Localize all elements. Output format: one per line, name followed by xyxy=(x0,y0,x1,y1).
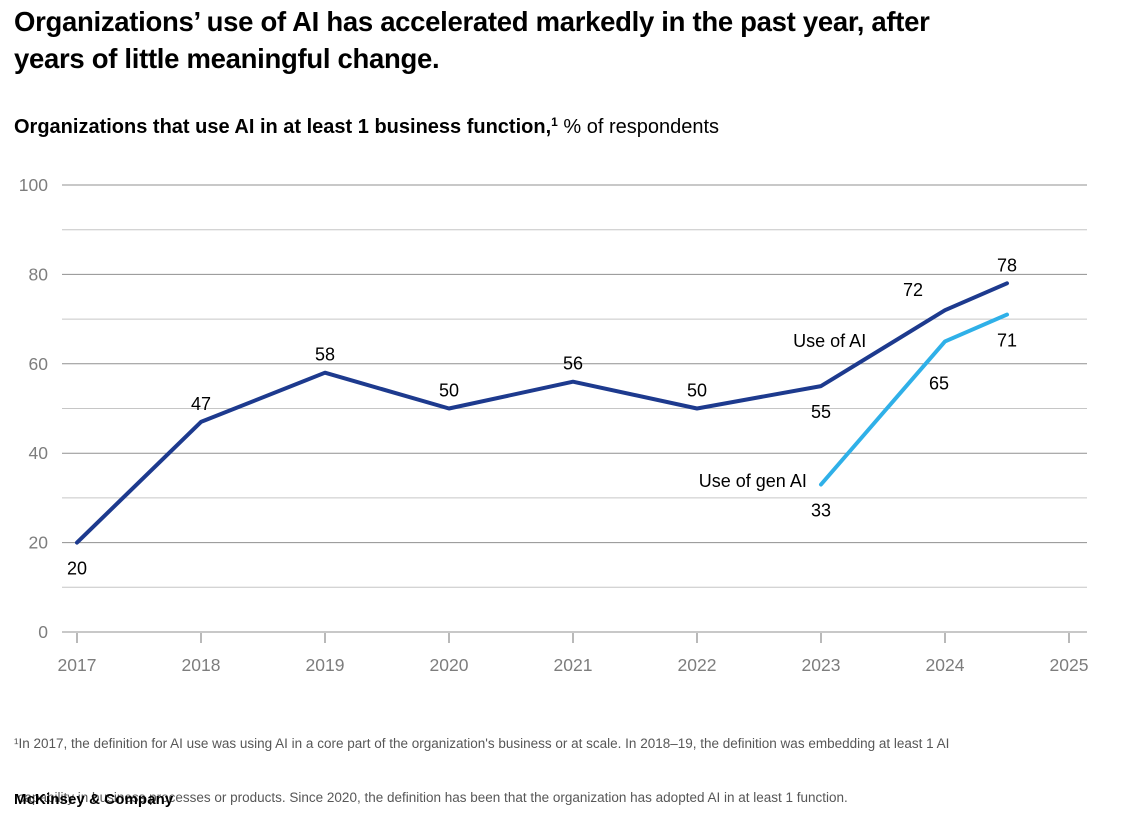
page-title-line2: years of little meaningful change. xyxy=(14,43,440,74)
series-line-use-of-gen-ai xyxy=(819,312,1009,487)
data-label-use-of-ai: 47 xyxy=(191,394,211,414)
x-axis-tick-label: 2021 xyxy=(554,655,593,675)
data-label-use-of-ai: 55 xyxy=(811,402,831,422)
y-axis-tick-label: 100 xyxy=(19,175,48,195)
series-annotations: Use of AI Use of gen AI xyxy=(699,331,866,491)
data-label-use-of-gen-ai: 33 xyxy=(811,500,831,520)
series-lines xyxy=(75,281,1009,545)
x-axis-tick-label: 2018 xyxy=(182,655,221,675)
footnote-line2: capability in business processes or prod… xyxy=(14,790,848,805)
chart-subtitle-bold: Organizations that use AI in at least 1 … xyxy=(14,116,552,138)
x-axis-tick-label: 2024 xyxy=(926,655,965,675)
y-axis-tick-label: 80 xyxy=(29,264,49,284)
x-axis-tick-label: 2025 xyxy=(1050,655,1089,675)
x-axis-tick-label: 2023 xyxy=(802,655,841,675)
chart-subtitle-units: % of respondents xyxy=(557,116,720,138)
series-label-use-of-gen-ai: Use of gen AI xyxy=(699,471,807,491)
footnote-marker: 1 xyxy=(551,115,558,129)
data-label-use-of-gen-ai: 71 xyxy=(997,331,1017,351)
axis-labels: 0 20 40 60 80 100 2017 2018 2019 2020 2021 2022 2023… xyxy=(19,175,1089,675)
x-axis-tick-label: 2019 xyxy=(306,655,345,675)
footnote-line1: ¹In 2017, the definition for AI use was … xyxy=(14,736,950,751)
data-label-use-of-ai: 78 xyxy=(997,255,1017,275)
y-axis-tick-label: 20 xyxy=(29,533,49,553)
data-label-use-of-ai: 50 xyxy=(687,381,707,401)
data-label-use-of-ai: 58 xyxy=(315,345,335,365)
gridlines xyxy=(62,184,1087,633)
y-axis-tick-label: 0 xyxy=(38,622,48,642)
page-title: Organizations’ use of AI has accelerated… xyxy=(14,3,1099,77)
x-axis-tick-label: 2022 xyxy=(678,655,717,675)
footnote: ¹In 2017, the definition for AI use was … xyxy=(14,699,1129,826)
data-label-use-of-gen-ai: 65 xyxy=(929,373,949,393)
series-label-use-of-ai: Use of AI xyxy=(793,331,866,351)
series-line-use-of-ai xyxy=(75,281,1009,545)
page-title-line1: Organizations’ use of AI has accelerated… xyxy=(14,6,930,37)
x-axis-tick-label: 2017 xyxy=(58,655,97,675)
y-axis-tick-label: 60 xyxy=(29,354,49,374)
data-label-use-of-ai: 20 xyxy=(67,559,87,579)
y-axis-tick-label: 40 xyxy=(29,443,49,463)
mckinsey-company-logo-text: McKinsey & Company xyxy=(14,791,174,808)
data-labels: 20 47 58 50 56 50 55 72 78 33 65 71 xyxy=(67,255,1017,578)
x-axis-tick-label: 2020 xyxy=(430,655,469,675)
data-label-use-of-ai: 50 xyxy=(439,381,459,401)
data-label-use-of-ai: 72 xyxy=(903,280,923,300)
data-label-use-of-ai: 56 xyxy=(563,354,583,374)
chart-subtitle: Organizations that use AI in at least 1 … xyxy=(14,116,719,139)
